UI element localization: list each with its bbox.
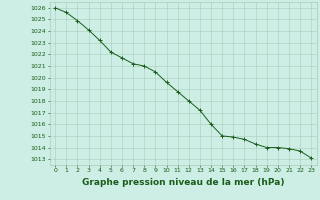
X-axis label: Graphe pression niveau de la mer (hPa): Graphe pression niveau de la mer (hPa) (82, 178, 284, 187)
